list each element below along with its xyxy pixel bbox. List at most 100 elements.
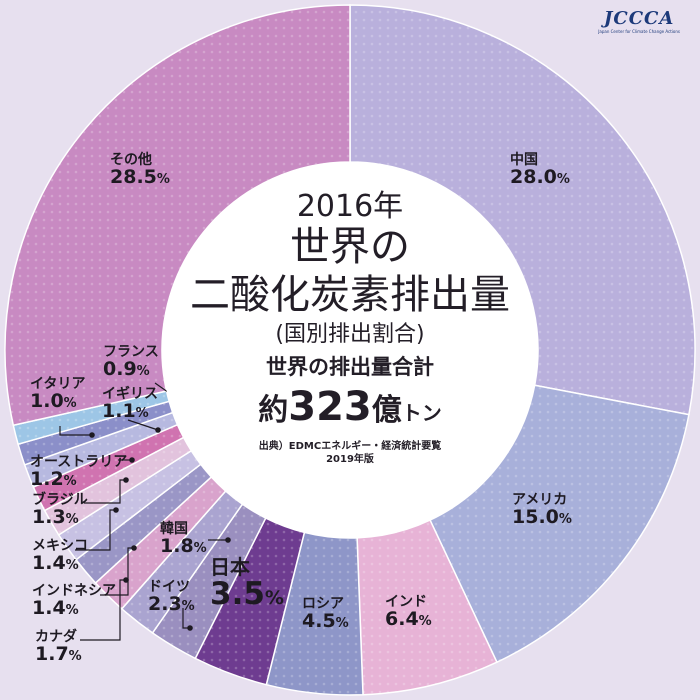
slice-10-texture bbox=[44, 437, 192, 535]
leader-line-12 bbox=[127, 419, 159, 431]
slice-label-name: インドネシア bbox=[32, 583, 116, 599]
source-text: 出典）EDMCエネルギー・経済統計要覧 bbox=[258, 441, 442, 452]
logo-subtext: Japan Center for Climate Change Actions bbox=[598, 29, 680, 34]
chart-title-line2: 二酸化炭素排出量 bbox=[190, 272, 510, 318]
slice-label-name: インド bbox=[385, 594, 427, 610]
leader-line-10 bbox=[84, 479, 126, 504]
slice-label-value: 1.1% bbox=[102, 399, 158, 422]
slice-3-texture bbox=[266, 532, 364, 695]
leader-dot-11 bbox=[129, 457, 135, 463]
slice-value-percent-sign: % bbox=[556, 171, 570, 187]
slice-label-name: ロシア bbox=[302, 596, 344, 612]
leader-dot-13 bbox=[89, 432, 95, 438]
slice-label-9: メキシコ 1.4% bbox=[32, 539, 88, 574]
leader-dot-9 bbox=[113, 507, 119, 513]
total-value-row: 約323億トン bbox=[180, 384, 520, 438]
slice-value-percent-sign: % bbox=[65, 602, 79, 618]
slice-label-value: 1.8% bbox=[160, 536, 207, 557]
slice-2-texture bbox=[357, 520, 497, 695]
total-prefix: 約 bbox=[258, 393, 289, 428]
slice-value-percent-sign: % bbox=[63, 395, 77, 411]
slice-label-value: 28.5% bbox=[110, 165, 170, 188]
slice-value-number: 28.0 bbox=[510, 165, 557, 188]
slice-value-number: 28.5 bbox=[110, 165, 157, 188]
slice-label-8: インドネシア 1.4% bbox=[32, 584, 116, 619]
slice-label-4: 日本 3.5% bbox=[210, 557, 284, 611]
slice-label-14: フランス 0.9% bbox=[103, 345, 159, 380]
slice-4-texture bbox=[195, 518, 305, 685]
logo-text: JCCCA bbox=[603, 8, 675, 29]
slice-label-11: オーストラリア 1.2% bbox=[30, 455, 127, 490]
slice-11-texture bbox=[33, 424, 184, 511]
slice-label-value: 1.4% bbox=[32, 596, 116, 619]
slice-label-name: メキシコ bbox=[32, 538, 88, 554]
slice-value-percent-sign: % bbox=[136, 363, 150, 379]
slice-label-name: イタリア bbox=[30, 376, 86, 392]
slice-6-texture bbox=[121, 491, 243, 633]
slice-label-5: ドイツ 2.3% bbox=[148, 580, 195, 615]
slice-label-name: ドイツ bbox=[148, 579, 190, 595]
leader-dot-10 bbox=[123, 477, 129, 483]
leader-dot-5 bbox=[187, 625, 193, 631]
slice-label-15: その他 28.5% bbox=[110, 153, 170, 188]
slice-value-percent-sign: % bbox=[193, 540, 207, 556]
slice-value-number: 1.3 bbox=[32, 505, 66, 528]
total-label: 世界の排出量合計 bbox=[266, 355, 434, 379]
slice-label-name: 韓国 bbox=[160, 521, 188, 537]
slice-label-name: カナダ bbox=[35, 629, 77, 645]
slice-label-name: 日本 bbox=[210, 555, 250, 579]
slice-value-number: 1.2 bbox=[30, 467, 64, 490]
slice-label-value: 6.4% bbox=[385, 607, 432, 630]
slice-value-number: 1.7 bbox=[35, 642, 69, 665]
slice-label-name: 中国 bbox=[510, 152, 538, 168]
slice-label-value: 3.5% bbox=[210, 578, 284, 611]
donut-hole bbox=[162, 162, 538, 538]
chart-title-line1: 世界の bbox=[290, 224, 410, 270]
slice-13-texture bbox=[18, 401, 173, 465]
slice-value-number: 1.4 bbox=[32, 551, 66, 574]
slice-label-value: 28.0% bbox=[510, 165, 570, 188]
leader-dot-6 bbox=[225, 537, 231, 543]
total-unit-big: 億 bbox=[371, 393, 402, 428]
slice-value-number: 1.4 bbox=[32, 596, 66, 619]
slice-label-1: アメリカ 15.0% bbox=[512, 493, 572, 528]
slice-value-percent-sign: % bbox=[181, 598, 195, 614]
slice-label-value: 1.7% bbox=[35, 642, 82, 665]
slice-12-texture bbox=[24, 412, 178, 488]
slice-label-value: 0.9% bbox=[103, 359, 159, 380]
slice-value-percent-sign: % bbox=[68, 648, 82, 664]
slice-value-percent-sign: % bbox=[135, 405, 149, 421]
slice-label-value: 15.0% bbox=[512, 507, 572, 528]
slice-15-texture bbox=[4, 5, 351, 426]
slice-label-value: 1.0% bbox=[30, 391, 85, 412]
leader-dot-12 bbox=[155, 427, 161, 433]
total-unit-small: トン bbox=[401, 401, 442, 425]
slice-label-name: その他 bbox=[110, 152, 152, 168]
slice-label-10: ブラジル 1.3% bbox=[32, 493, 88, 528]
slice-value-number: 6.4 bbox=[385, 607, 419, 630]
leader-line-7 bbox=[80, 579, 126, 641]
slice-label-value: 1.3% bbox=[32, 505, 88, 528]
slice-value-number: 1.1 bbox=[102, 399, 136, 422]
total-value: 323 bbox=[288, 384, 372, 430]
chart-title-block: 2016年 世界の 二酸化炭素排出量 (国別排出割合) 世界の排出量合計 約32… bbox=[180, 190, 520, 466]
slice-1-texture bbox=[430, 385, 689, 663]
chart-year: 2016年 bbox=[296, 189, 404, 224]
slice-value-percent-sign: % bbox=[335, 615, 349, 631]
slice-value-number: 3.5 bbox=[210, 576, 265, 612]
leader-line-13 bbox=[59, 426, 92, 436]
slice-value-percent-sign: % bbox=[65, 557, 79, 573]
slice-value-percent-sign: % bbox=[264, 587, 284, 609]
slice-value-percent-sign: % bbox=[156, 171, 170, 187]
slice-value-percent-sign: % bbox=[65, 511, 79, 527]
slice-label-3: ロシア 4.5% bbox=[302, 597, 349, 632]
slice-value-percent-sign: % bbox=[418, 613, 432, 629]
leader-line-9 bbox=[75, 509, 116, 551]
slice-label-6: 韓国 1.8% bbox=[160, 522, 207, 557]
slice-0-texture bbox=[350, 5, 695, 415]
slice-14-texture bbox=[13, 391, 170, 445]
slice-label-13: イタリア 1.0% bbox=[30, 377, 85, 412]
slice-label-value: 4.5% bbox=[302, 611, 349, 632]
slice-value-percent-sign: % bbox=[558, 511, 572, 527]
